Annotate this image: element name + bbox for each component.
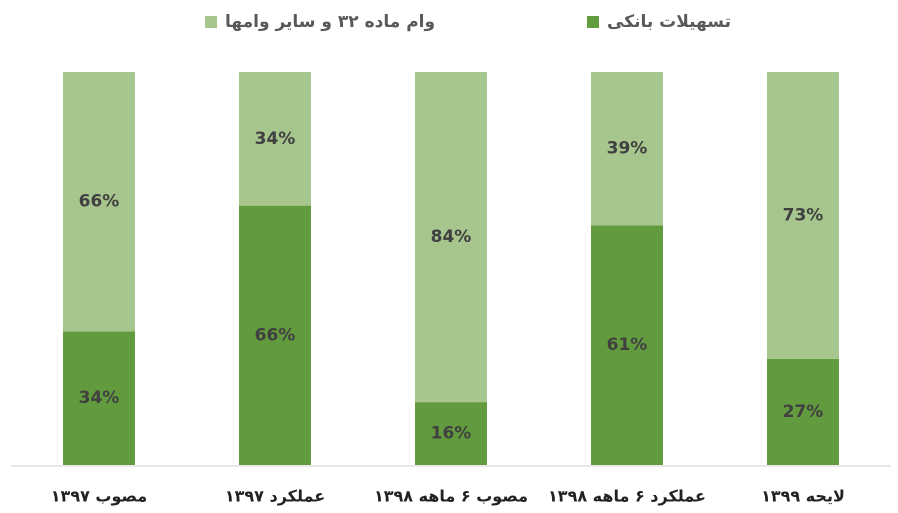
bar-segment [415, 402, 487, 465]
data-label: 73% [783, 205, 824, 225]
x-tick-label: مصوب ۶ ماهه ۱۳۹۸ [374, 487, 528, 506]
bar-segment [767, 358, 839, 465]
legend-swatch [587, 16, 599, 28]
x-tick-label: عملکرد ۱۳۹۷ [225, 487, 325, 506]
data-label: 34% [79, 388, 120, 408]
x-tick-label: عملکرد ۶ ماهه ۱۳۹۸ [548, 487, 706, 506]
data-label: 66% [255, 325, 296, 345]
data-label: 39% [607, 139, 648, 159]
data-label: 66% [79, 192, 120, 212]
bar-segment [591, 72, 663, 226]
legend-label: تسهیلات بانکی [607, 12, 731, 32]
bar-segment [239, 72, 311, 206]
x-tick-label: لایحه ۱۳۹۹ [761, 487, 845, 506]
data-label: 34% [255, 129, 296, 149]
data-label: 27% [783, 402, 824, 422]
bar-segment [591, 225, 663, 465]
bar-segment [63, 72, 135, 332]
bar-segment [239, 205, 311, 465]
x-tick-label: مصوب ۱۳۹۷ [51, 487, 147, 506]
data-label: 16% [431, 424, 472, 444]
bar-segment [415, 72, 487, 403]
legend-label: وام ماده ۳۲ و سایر وامها [225, 12, 435, 32]
data-label: 61% [607, 335, 648, 355]
bar-segment [63, 331, 135, 465]
bar-segment [767, 72, 839, 359]
data-label: 84% [431, 227, 472, 247]
legend-swatch [205, 16, 217, 28]
